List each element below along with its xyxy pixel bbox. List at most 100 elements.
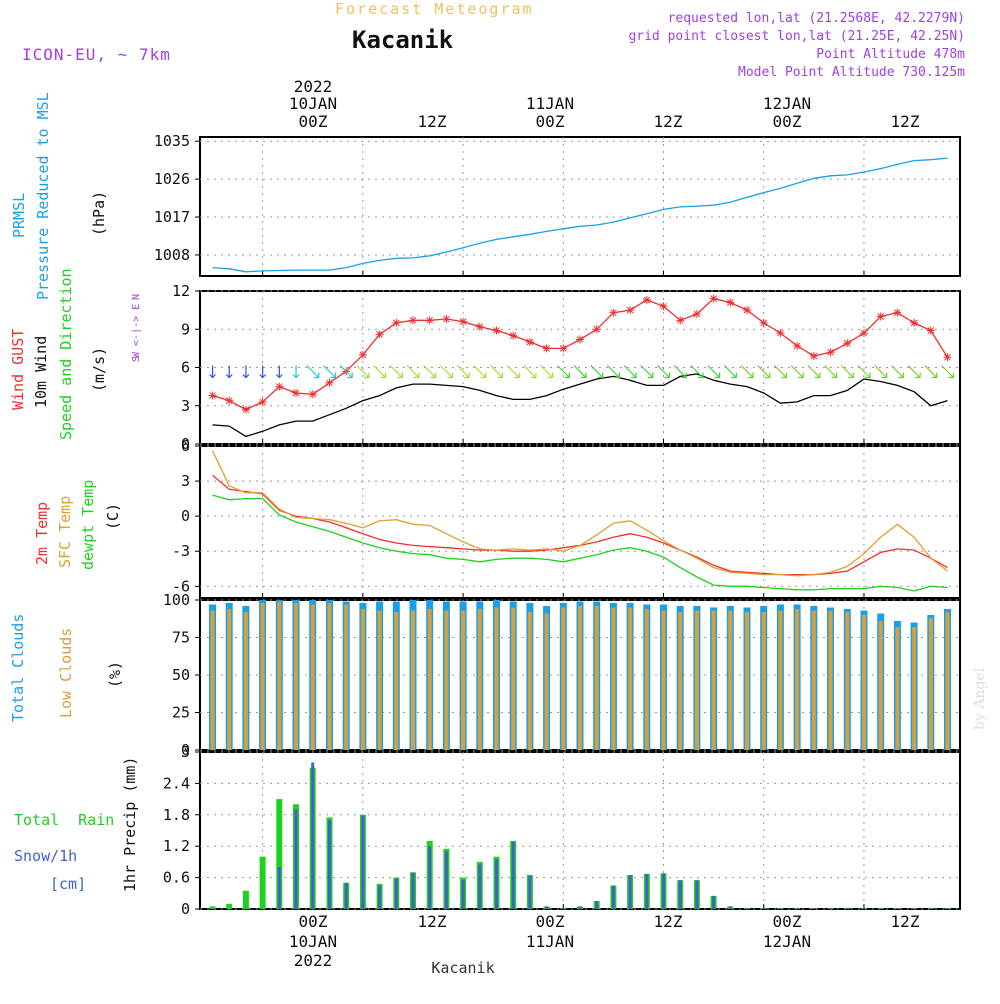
bar-low-clouds <box>527 612 532 750</box>
wind-direction-arrow <box>490 365 504 379</box>
bar-low-clouds <box>728 610 733 750</box>
compass-n: N <box>131 294 142 300</box>
gust-point <box>876 312 885 321</box>
bar-snow-1h <box>728 906 732 909</box>
wind-direction-arrow <box>824 365 838 379</box>
bar-low-clouds <box>277 601 282 750</box>
y-tick-label: 3 <box>181 397 190 415</box>
gust-point <box>793 341 802 350</box>
model-label: ICON-EU, ~ 7km <box>22 45 171 64</box>
bar-low-clouds <box>912 627 917 750</box>
y-tick-label: 1008 <box>154 246 190 264</box>
wind-direction-arrow <box>356 365 370 379</box>
top-date-11jan: 11JAN <box>526 94 574 113</box>
y-tick-label: 25 <box>172 704 190 722</box>
y-tick-label: 0 <box>181 507 190 525</box>
label-ms: (m/s) <box>90 347 108 392</box>
y-tick-label: 1026 <box>154 170 190 188</box>
label-celsius: (C) <box>104 503 122 530</box>
bar-snow-1h <box>511 842 515 909</box>
series-line-10m-wind <box>212 373 948 438</box>
gust-point <box>576 335 584 344</box>
panel-frame <box>199 136 961 277</box>
gust-point <box>893 308 902 317</box>
wind-direction-arrow <box>209 365 216 379</box>
bar-snow-1h <box>528 876 532 909</box>
bar-snow-1h <box>845 908 849 909</box>
bar-low-clouds <box>862 615 866 750</box>
top-tick-2: 00Z <box>536 112 565 131</box>
gust-point <box>258 397 267 406</box>
wind-direction-arrow <box>556 365 570 379</box>
wind-direction-arrow <box>506 365 520 379</box>
label-prmsl: PRMSL <box>10 193 28 238</box>
bar-low-clouds <box>260 603 265 750</box>
bar-snow-1h <box>545 906 549 909</box>
gust-point <box>609 308 618 317</box>
gust-point <box>926 326 935 335</box>
y-tick-label: 9 <box>181 320 190 338</box>
panel-pressure: 1008 1017 1026 1035 <box>154 132 961 277</box>
wind-direction-arrow <box>941 365 955 379</box>
panel-precipitation: 0 0.6 1.2 1.8 2.4 3 <box>163 743 961 918</box>
gust-point <box>659 302 668 311</box>
bar-snow-1h <box>294 809 298 909</box>
bar-low-clouds <box>928 618 933 750</box>
gust-point <box>943 353 952 362</box>
bar-low-clouds <box>644 609 649 750</box>
bar-snow-1h <box>645 873 649 909</box>
bar-low-clouds <box>294 603 298 750</box>
wind-direction-arrow <box>373 365 387 379</box>
wind-direction-arrow <box>339 365 353 379</box>
top-tick-1: 12Z <box>418 112 447 131</box>
gust-point <box>910 318 919 327</box>
gust-point <box>475 322 484 331</box>
bar-total-rain <box>276 799 283 909</box>
gust-point <box>292 389 301 397</box>
gust-point <box>726 298 735 307</box>
bar-low-clouds <box>327 603 332 750</box>
y-tick-label: -3 <box>172 542 190 560</box>
bar-snow-1h <box>595 901 599 909</box>
gust-point <box>325 378 334 387</box>
credit-watermark: by Angel <box>972 667 988 730</box>
bar-snow-1h <box>461 880 465 909</box>
bar-snow-1h <box>695 880 699 909</box>
bar-total-rain <box>259 856 266 909</box>
bar-low-clouds <box>344 604 349 750</box>
point-altitude: Point Altitude 478m <box>816 47 965 62</box>
y-tick-label: 1.8 <box>163 806 190 824</box>
wind-direction-arrow <box>456 365 470 379</box>
wind-direction-arrow <box>423 365 437 379</box>
y-tick-label: 6 <box>181 437 190 455</box>
bar-snow-1h <box>812 908 816 909</box>
y-tick-label: 1035 <box>154 132 190 150</box>
gust-point <box>525 338 534 346</box>
bar-low-clouds <box>494 607 499 750</box>
forecast-title: Forecast Meteogram <box>335 0 534 18</box>
wind-direction-arrow <box>292 365 300 379</box>
y-tick-label: 100 <box>163 591 190 609</box>
bar-snow-1h <box>328 820 331 909</box>
wind-direction-arrow <box>790 365 804 379</box>
gust-point <box>709 294 718 303</box>
grid-point-coords: grid point closest lon,lat (21.25E, 42.2… <box>628 29 965 44</box>
wind-direction-arrow <box>439 365 453 379</box>
bar-low-clouds <box>895 627 900 750</box>
bottom-tick-3: 12Z <box>654 912 683 931</box>
wind-direction-arrow <box>242 365 250 379</box>
y-tick-label: 0 <box>181 741 190 759</box>
y-tick-label: 1017 <box>154 208 190 226</box>
gust-point <box>826 348 835 357</box>
label-speed-direction: Speed and Direction <box>57 268 75 440</box>
wind-direction-arrow <box>323 365 337 379</box>
label-low-clouds: Low Clouds <box>57 628 75 718</box>
bar-snow-1h <box>879 908 883 909</box>
wind-direction-arrow <box>225 365 233 379</box>
label-snow-1h: Snow/1h <box>14 847 77 865</box>
bar-low-clouds <box>360 609 365 750</box>
series-line-dewpt-temp <box>212 494 948 592</box>
bottom-date-12jan: 12JAN <box>763 932 811 951</box>
bar-low-clouds <box>628 607 633 750</box>
